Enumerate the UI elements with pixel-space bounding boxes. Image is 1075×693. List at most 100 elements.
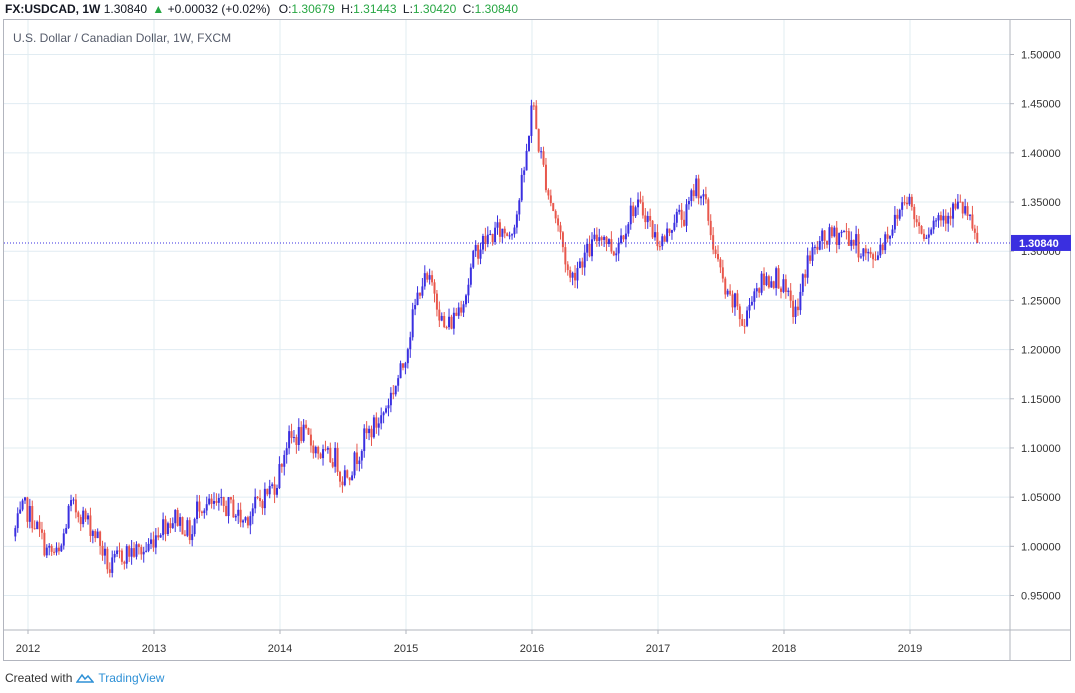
candle-down — [692, 190, 695, 197]
candle-up — [583, 252, 586, 268]
candle-up — [86, 515, 89, 520]
x-tick-label: 2018 — [772, 643, 796, 655]
x-tick-label: 2012 — [16, 643, 40, 655]
candle-up — [62, 533, 65, 546]
candle-down — [549, 195, 552, 204]
candle-down — [338, 471, 341, 482]
candle-down — [307, 428, 310, 435]
candle-up — [16, 513, 19, 529]
candle-down — [651, 220, 654, 238]
candle-up — [399, 363, 402, 379]
candle-down — [683, 219, 686, 226]
candle-up — [590, 239, 593, 257]
candle-up — [404, 363, 407, 368]
candle-up — [103, 548, 106, 556]
candle-down — [152, 539, 155, 548]
candle-up — [523, 170, 526, 175]
candle-up — [617, 243, 620, 254]
candle-up — [770, 281, 773, 288]
candle-up — [242, 520, 245, 523]
candle-up — [765, 276, 768, 286]
candle-down — [920, 226, 923, 234]
footer: Created with TradingView — [5, 671, 164, 685]
candle-down — [949, 215, 952, 219]
candle-up — [14, 528, 17, 537]
candle-up — [48, 545, 51, 548]
x-tick-label: 2019 — [898, 643, 922, 655]
candle-down — [137, 544, 140, 548]
candle-down — [542, 151, 545, 165]
candle-down — [431, 275, 434, 283]
candle-down — [743, 325, 746, 327]
candle-down — [329, 447, 332, 463]
candle-down — [784, 279, 787, 292]
candle-up — [421, 286, 424, 296]
candle-down — [966, 206, 969, 216]
candle-down — [324, 449, 327, 451]
candle-down — [26, 497, 29, 522]
candle-down — [370, 428, 373, 438]
candle-down — [239, 509, 242, 523]
candle-down — [552, 203, 555, 212]
candle-up — [746, 310, 749, 326]
candle-up — [263, 488, 266, 509]
candle-down — [312, 445, 315, 454]
candle-up — [760, 273, 763, 293]
candle-down — [31, 506, 34, 529]
candle-up — [385, 408, 388, 413]
candle-down — [954, 203, 957, 209]
candle-down — [535, 105, 538, 129]
grid-lines — [4, 20, 1010, 630]
candle-up — [901, 202, 904, 210]
candle-up — [278, 464, 281, 489]
candle-down — [869, 251, 872, 255]
candle-up — [879, 244, 882, 256]
candle-up — [416, 292, 419, 306]
candle-up — [518, 200, 521, 215]
symbol-label[interactable]: FX:USDCAD, 1W — [5, 2, 101, 16]
candle-up — [145, 550, 148, 552]
candle-down — [355, 452, 358, 465]
candle-down — [266, 488, 269, 495]
candle-down — [336, 447, 339, 472]
candle-down — [857, 234, 860, 258]
candle-up — [45, 547, 48, 556]
candle-down — [455, 312, 458, 316]
candle-down — [826, 240, 829, 245]
candle-down — [426, 273, 429, 280]
candle-up — [428, 275, 431, 280]
candle-up — [898, 209, 901, 219]
candle-down — [721, 267, 724, 279]
candle-up — [288, 431, 291, 449]
candle-up — [179, 517, 182, 526]
tradingview-brand[interactable]: TradingView — [98, 671, 165, 685]
candle-down — [164, 519, 167, 535]
candle-down — [709, 220, 712, 236]
candle-up — [508, 235, 511, 237]
candle-up — [208, 498, 211, 505]
candle-down — [564, 247, 567, 265]
candle-up — [217, 497, 220, 503]
candle-down — [835, 227, 838, 245]
y-tick-label: 1.40000 — [1021, 148, 1061, 160]
candle-up — [525, 150, 528, 171]
candle-down — [707, 199, 710, 221]
candle-down — [881, 244, 884, 251]
candle-down — [200, 511, 203, 514]
candle-down — [561, 232, 564, 248]
candle-up — [249, 516, 252, 526]
candle-down — [157, 535, 160, 538]
candle-up — [360, 451, 363, 461]
candle-up — [397, 378, 400, 386]
candle-down — [777, 268, 780, 289]
candle-down — [724, 278, 727, 295]
candle-down — [418, 292, 421, 296]
candle-up — [927, 234, 930, 238]
candle-up — [520, 174, 523, 201]
candle-up — [116, 550, 119, 554]
candle-up — [678, 209, 681, 212]
candle-up — [952, 203, 955, 219]
candle-up — [389, 392, 392, 406]
candle-up — [227, 497, 230, 516]
